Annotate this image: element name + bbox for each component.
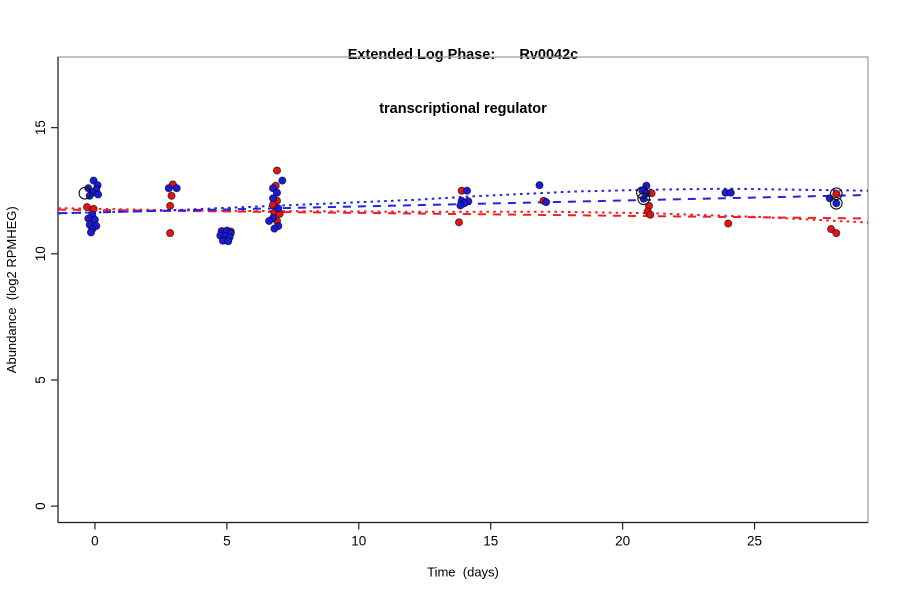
red-replicates-point — [832, 189, 841, 198]
outlier-ring — [636, 186, 649, 200]
blue-replicates-point — [272, 188, 282, 197]
blue-replicates-point — [265, 216, 274, 226]
outlier-ring — [78, 186, 92, 200]
red-replicates-point — [272, 166, 282, 175]
outlier-ring — [829, 187, 843, 201]
x-tick-label: 0 — [91, 534, 99, 549]
y-tick-label: 5 — [33, 376, 48, 384]
x-axis-title: Time (days) — [427, 565, 499, 580]
y-axis-title: Abundance (log2 RPMHEG) — [4, 206, 19, 373]
blue-replicates-point — [172, 184, 181, 193]
chart-title: Extended Log Phase: Rv0042c transcriptio… — [58, 10, 868, 154]
red-dotted-trend-line — [57, 207, 869, 224]
x-tick-label: 25 — [747, 534, 762, 549]
chart-title-line2: transcriptional regulator — [379, 101, 547, 117]
y-tick-label: 10 — [33, 246, 48, 261]
outlier-ring — [829, 196, 843, 210]
plot-frame — [57, 56, 869, 524]
x-tick-label: 15 — [483, 534, 498, 549]
red-replicates-point — [166, 201, 175, 210]
red-replicates-point — [646, 210, 655, 219]
red-replicates-point — [832, 229, 841, 238]
red-replicates-point — [166, 229, 175, 238]
chart-title-line1: Extended Log Phase: Rv0042c — [347, 47, 579, 63]
blue-replicates-point — [270, 224, 279, 233]
red-replicates-point — [82, 203, 92, 212]
red-replicates-point — [167, 191, 176, 200]
blue-replicates-point — [832, 199, 841, 208]
blue-replicates-point — [86, 228, 96, 237]
blue-replicates-point — [164, 184, 173, 193]
x-tick-label: 10 — [351, 534, 366, 549]
blue-replicates-point — [542, 198, 551, 207]
blue-replicates-point — [462, 186, 472, 195]
blue-replicates-point — [224, 237, 233, 246]
blue-replicates-point — [726, 188, 735, 197]
blue-replicates-point — [456, 201, 465, 210]
x-tick-label: 5 — [223, 534, 231, 549]
blue-replicates-point — [535, 181, 544, 190]
red-replicates-point — [454, 218, 464, 227]
y-tick-label: 15 — [33, 120, 48, 135]
y-tick-label: 0 — [33, 502, 48, 510]
red-replicates-point — [724, 219, 733, 228]
outlier-ring — [637, 192, 651, 206]
blue-replicates-point — [274, 204, 283, 213]
blue-replicates-point — [268, 194, 278, 203]
x-tick-label: 20 — [615, 534, 630, 549]
blue-replicates-point — [94, 190, 103, 199]
blue-replicates-point — [278, 176, 287, 185]
